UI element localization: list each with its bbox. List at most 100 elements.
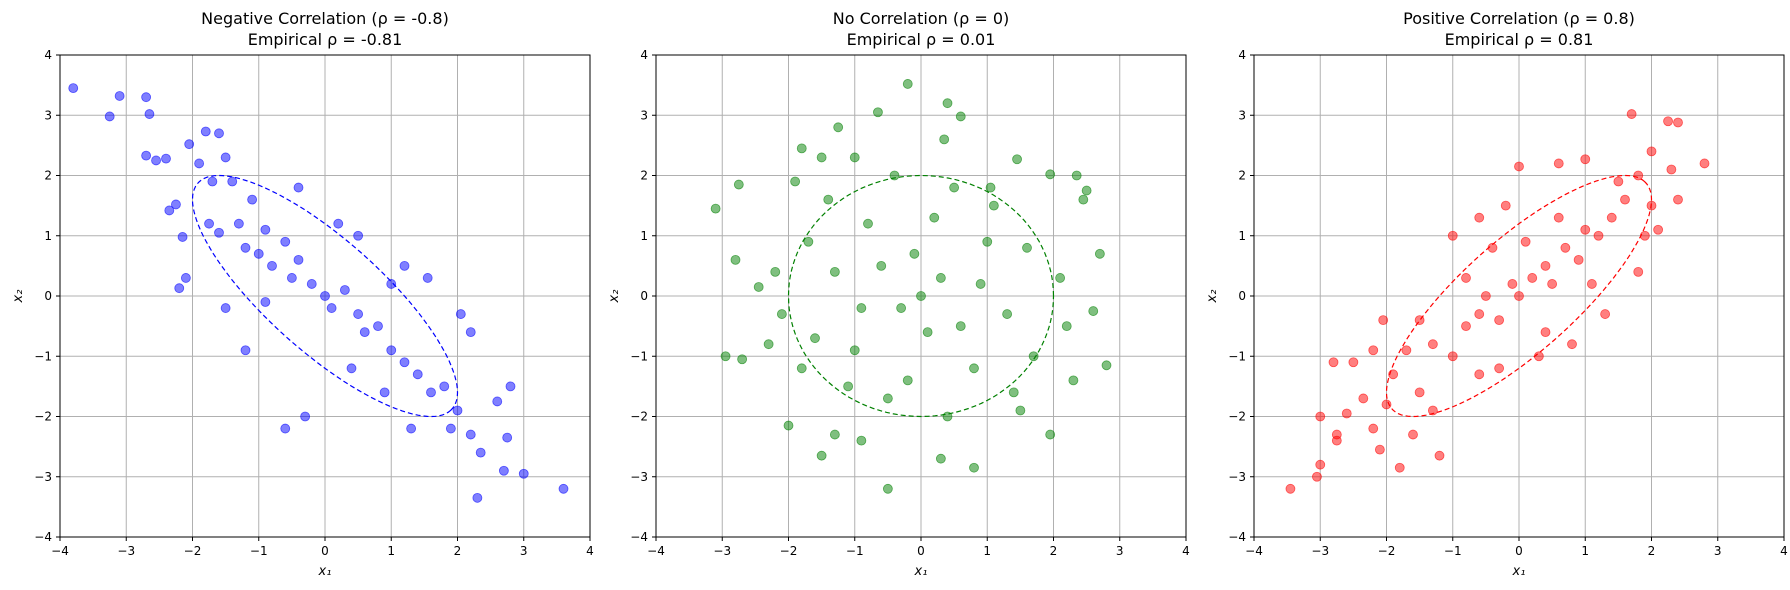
scatter-point <box>267 260 277 271</box>
scatter-point <box>1514 161 1524 172</box>
scatter-point <box>177 232 188 242</box>
scatter-point <box>144 109 155 119</box>
scatter-point <box>247 194 258 205</box>
scatter-point <box>1553 212 1564 223</box>
scatter-point <box>1666 164 1677 175</box>
scatter-point <box>1061 321 1072 332</box>
scatter-point <box>439 381 450 392</box>
scatter-point <box>253 248 264 259</box>
x-tick-label: −1 <box>250 544 268 558</box>
scatter-point <box>1474 309 1485 319</box>
scatter-point <box>823 194 834 205</box>
scatter-point <box>412 369 423 380</box>
scatter-point <box>737 354 748 365</box>
covariance-ellipse <box>787 174 1055 418</box>
scatter-point <box>1461 321 1471 332</box>
scatter-point <box>280 423 291 434</box>
scatter-point <box>922 327 933 338</box>
scatter-point <box>969 363 979 374</box>
y-tick-label: 1 <box>640 229 648 243</box>
y-axis-label: x₂ <box>1205 290 1220 304</box>
scatter-point <box>151 155 161 166</box>
covariance-ellipse <box>1385 174 1653 418</box>
scatter-point <box>909 248 920 259</box>
scatter-point <box>1494 363 1505 374</box>
scatter-point <box>710 203 721 214</box>
chart-subtitle: Empirical ρ = 0.81 <box>1445 30 1594 49</box>
scatter-point <box>300 411 311 422</box>
scatter-point <box>833 122 844 133</box>
y-tick-label: 3 <box>44 108 52 122</box>
scatter-point <box>1474 212 1485 223</box>
scatter-point <box>353 309 364 319</box>
scatter-point <box>1427 339 1438 350</box>
scatter-point <box>1408 429 1418 440</box>
scatter-point <box>1012 154 1022 165</box>
y-tick-label: 4 <box>1238 48 1246 62</box>
scatter-point <box>422 273 433 283</box>
x-tick-label: 3 <box>1714 544 1722 558</box>
scatter-point <box>518 468 529 479</box>
scatter-point <box>882 483 893 494</box>
scatter-point <box>1341 408 1352 419</box>
scatter-point <box>942 98 953 109</box>
y-axis-label: x₂ <box>11 290 26 304</box>
scatter-point <box>1507 279 1518 289</box>
scatter-point <box>386 279 397 289</box>
scatter-point <box>1427 405 1438 416</box>
y-tick-label: −3 <box>1228 470 1246 484</box>
y-tick-label: −1 <box>630 349 648 363</box>
x-tick-label: 4 <box>1780 544 1788 558</box>
scatter-point <box>161 153 171 164</box>
y-tick-label: 4 <box>44 48 52 62</box>
y-tick-label: 4 <box>640 48 648 62</box>
scatter-point <box>1368 345 1379 356</box>
scatter-point <box>1533 351 1544 362</box>
scatter-point <box>1626 109 1637 119</box>
x-tick-label: 1 <box>1581 544 1589 558</box>
x-axis-label: x₁ <box>1512 564 1526 579</box>
scatter-point <box>379 387 390 398</box>
x-tick-label: 1 <box>387 544 395 558</box>
scatter-point <box>1461 273 1471 283</box>
scatter-point <box>1358 393 1369 404</box>
scatter-point <box>1540 260 1551 271</box>
scatter-point <box>916 291 926 301</box>
scatter-point <box>359 327 370 338</box>
x-tick-label: 4 <box>586 544 594 558</box>
y-tick-label: 2 <box>640 169 648 183</box>
scatter-point <box>426 387 436 398</box>
x-tick-label: −3 <box>117 544 135 558</box>
scatter-point <box>1520 236 1531 247</box>
scatter-point <box>240 345 251 356</box>
scatter-point <box>558 483 569 494</box>
scatter-point <box>1331 435 1342 446</box>
scatter-point <box>346 363 357 374</box>
scatter-point <box>1022 242 1032 253</box>
scatter-point <box>829 266 840 277</box>
scatter-point <box>896 303 907 313</box>
scatter-point <box>1494 315 1505 326</box>
scatter-point <box>1547 279 1558 289</box>
x-tick-label: −2 <box>1378 544 1396 558</box>
scatter-point <box>1653 224 1664 235</box>
scatter-point <box>141 150 152 161</box>
scatter-point <box>1600 309 1611 319</box>
y-tick-label: −1 <box>34 349 52 363</box>
x-tick-label: −2 <box>184 544 202 558</box>
scatter-point <box>1094 248 1105 259</box>
scatter-point <box>1613 176 1624 187</box>
x-axis-label: x₁ <box>914 564 928 579</box>
scatter-point <box>882 393 893 404</box>
scatter-point <box>816 152 827 163</box>
scatter-point <box>220 152 231 163</box>
scatter-point <box>1580 154 1591 165</box>
scatter-point <box>929 212 940 223</box>
scatter-point <box>174 283 185 294</box>
scatter-point <box>1447 230 1458 241</box>
scatter-point <box>180 273 191 283</box>
scatter-point <box>849 345 860 356</box>
scatter-point <box>1620 194 1630 205</box>
scatter-point <box>445 423 456 434</box>
